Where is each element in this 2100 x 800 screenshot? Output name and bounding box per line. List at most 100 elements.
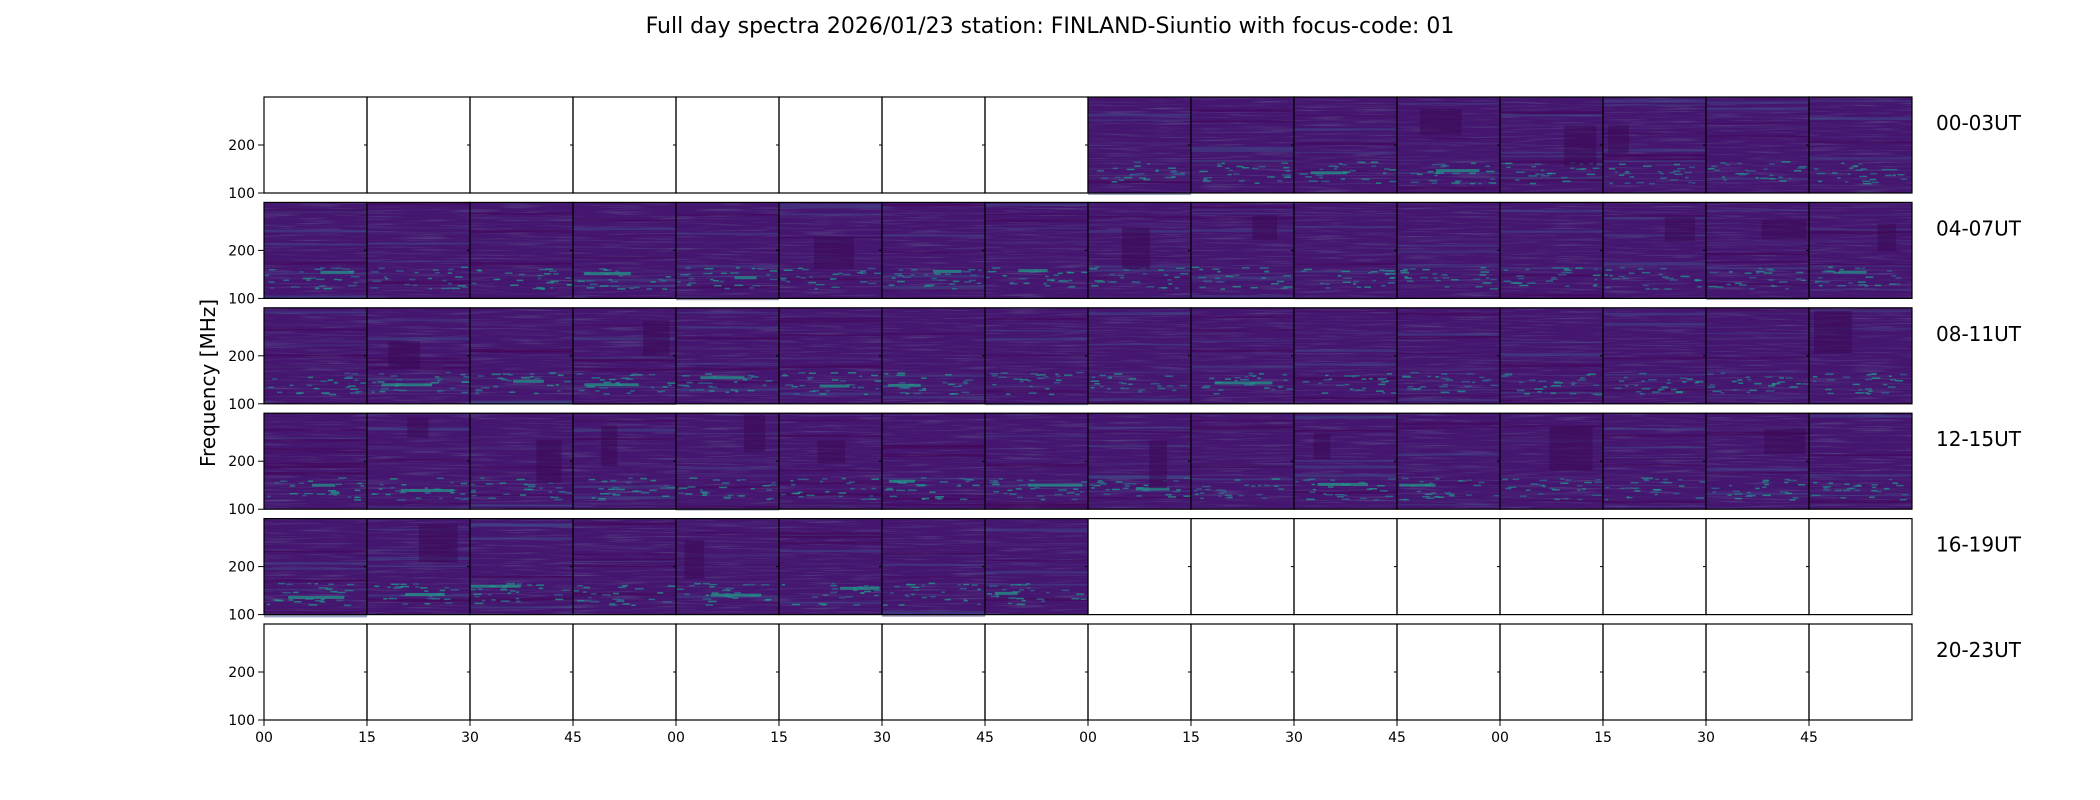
spectrum-speck	[599, 379, 605, 381]
spectrum-line	[573, 368, 676, 371]
spectrum-speck	[1406, 280, 1414, 282]
spectrum-speck	[399, 491, 406, 494]
spectrum-line	[367, 565, 470, 567]
spectrum-speck	[1337, 275, 1342, 277]
spectrum-speck	[1434, 174, 1438, 177]
spectrum-speck	[319, 285, 326, 287]
spectrum-line	[1294, 357, 1397, 360]
spectrum-speck	[1768, 279, 1774, 281]
spectrum-speck	[1584, 481, 1592, 484]
spectrum-speck	[586, 385, 595, 388]
spectrum-speck	[861, 592, 865, 594]
spectrum-speck	[848, 481, 855, 483]
spectrum-speck	[1103, 493, 1111, 495]
spectrum-speck	[550, 280, 559, 283]
spectrum-speck	[506, 583, 516, 585]
spectrum-speck	[1861, 267, 1865, 270]
spectrum-speck	[1539, 479, 1548, 482]
spectrum-speck	[1318, 382, 1323, 385]
spectrum-speck	[576, 373, 583, 375]
spectrum-speck	[272, 378, 278, 380]
spectrum-speck	[1732, 490, 1741, 493]
spectrum-speck	[502, 373, 510, 375]
spectrum-line	[676, 363, 779, 365]
spectrum-line	[573, 438, 676, 440]
spectrum-speck	[1007, 489, 1013, 492]
spectrum-line	[1706, 310, 1809, 314]
spectrum-speck	[420, 587, 428, 589]
spectrum-speck	[1026, 587, 1031, 589]
spectrum-line	[985, 528, 1088, 532]
spectrum-speck	[500, 600, 510, 602]
spectrum-speck	[968, 268, 976, 271]
spectrum-line	[367, 378, 470, 381]
spectrum-speck	[803, 478, 809, 481]
spectrum-line	[1809, 489, 1912, 492]
spectrum-speck	[747, 375, 755, 377]
spectrum-speck	[1479, 376, 1485, 379]
spectrum-noise	[1603, 413, 1706, 510]
spectrum-line	[985, 256, 1088, 259]
spectrum-line	[573, 442, 676, 445]
spectrum-speck	[395, 270, 404, 272]
empty-panel	[1499, 517, 1604, 616]
spectrum-speck	[1827, 392, 1835, 395]
spectrum-speck	[1435, 376, 1440, 378]
spectrum-speck	[1212, 268, 1220, 270]
spectrum-speck	[1389, 169, 1397, 171]
spectrum-dark-patch	[536, 439, 562, 483]
spectrum-speck	[1425, 493, 1433, 496]
spectrum-line	[676, 522, 779, 526]
spectrum-speck	[449, 387, 456, 390]
spectrum-speck	[509, 590, 516, 592]
spectrum-speck	[1550, 278, 1558, 280]
spectrum-speck	[1339, 163, 1343, 165]
spectrum-speck	[1385, 273, 1390, 276]
spectrum-noise	[470, 202, 573, 299]
spectrum-speck	[588, 596, 592, 599]
spectrum-speck	[1323, 493, 1327, 495]
spectrum-speck	[719, 280, 725, 283]
spectrum-speck	[766, 498, 771, 501]
spectrum-line	[573, 522, 676, 526]
spectrum-speck	[1535, 173, 1540, 175]
spectrum-speck	[1614, 387, 1622, 390]
spectrum-speck	[1461, 380, 1471, 383]
spectrum-speck	[1525, 489, 1531, 491]
spectrum-line	[1706, 267, 1809, 270]
spectrum-speck	[1814, 168, 1819, 170]
spectrum-speck	[400, 594, 409, 597]
spectrum-speck	[1283, 287, 1288, 289]
y-tick-label: 200	[228, 560, 255, 576]
spectrum-speck	[450, 589, 459, 591]
spectrum-speck	[819, 393, 827, 395]
spectrum-line	[882, 612, 985, 615]
spectrum-speck	[1403, 268, 1409, 271]
spectrum-speck	[631, 373, 638, 375]
spectrum-speck	[1734, 282, 1742, 285]
spectrum-line	[264, 567, 367, 570]
spectrum-speck	[1503, 280, 1512, 283]
spectrum-speck	[394, 490, 402, 492]
spectrum-speck	[1861, 180, 1871, 182]
spectrum-speck	[538, 587, 544, 590]
spectrum-speck	[409, 278, 416, 281]
spectrum-line	[470, 349, 573, 353]
spectrum-line	[779, 329, 882, 331]
spectrum-speck	[1451, 279, 1459, 281]
spectrum-speck	[913, 589, 920, 591]
spectrum-speck	[1067, 286, 1073, 288]
spectrum-line	[264, 339, 367, 343]
spectrum-speck	[1519, 284, 1529, 287]
spectrum-line	[1603, 158, 1706, 161]
spectrum-line	[573, 227, 676, 230]
spectrum-line	[1706, 209, 1809, 211]
spectrum-line	[1294, 142, 1397, 145]
spectrum-line	[1500, 353, 1603, 357]
spectrum-line	[676, 275, 779, 278]
spectrum-speck	[1352, 375, 1360, 377]
spectrum-speck	[724, 497, 731, 499]
spectrum-line	[676, 433, 779, 435]
spectrum-speck	[1639, 393, 1645, 395]
spectrum-speck	[1674, 173, 1683, 176]
